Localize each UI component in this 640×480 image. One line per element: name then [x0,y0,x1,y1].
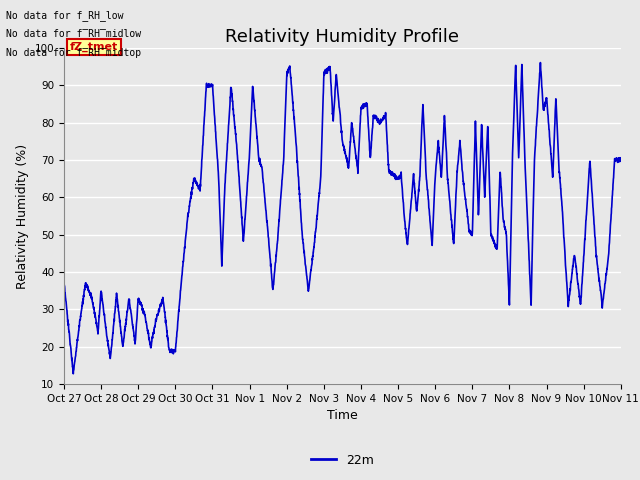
X-axis label: Time: Time [327,409,358,422]
Title: Relativity Humidity Profile: Relativity Humidity Profile [225,28,460,47]
Y-axis label: Relativity Humidity (%): Relativity Humidity (%) [16,144,29,288]
Text: No data for f̅RH̅midtop: No data for f̅RH̅midtop [6,48,141,58]
Legend: 22m: 22m [306,449,379,472]
Text: No data for f̅RH̅midlow: No data for f̅RH̅midlow [6,29,141,39]
Text: fZ_tmet: fZ_tmet [70,42,118,52]
Text: No data for f_RH_low: No data for f_RH_low [6,10,124,21]
